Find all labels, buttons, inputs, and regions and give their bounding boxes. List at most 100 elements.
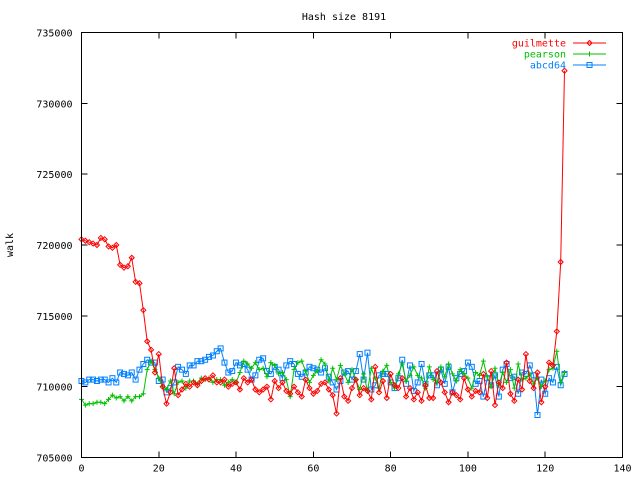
data-point-guilmette <box>279 379 286 386</box>
data-point-pearson <box>380 368 386 374</box>
data-point-guilmette <box>383 394 390 402</box>
data-point-guilmette <box>151 369 159 376</box>
y-tick-label: 725000 <box>36 170 72 181</box>
data-point-guilmette <box>534 369 541 376</box>
y-tick-label: 705000 <box>36 454 72 465</box>
data-point-abcd64 <box>318 369 325 376</box>
data-point-pearson <box>164 387 170 392</box>
data-point-pearson <box>361 371 367 377</box>
data-point-abcd64 <box>356 351 363 358</box>
data-point-pearson <box>106 396 112 402</box>
data-point-abcd64 <box>244 366 251 373</box>
data-point-abcd64 <box>364 349 371 356</box>
x-tick-label: 120 <box>536 464 554 475</box>
data-point-pearson <box>156 375 162 381</box>
data-point-guilmette <box>360 384 367 392</box>
data-point-pearson <box>562 370 568 375</box>
data-point-guilmette <box>155 350 162 358</box>
data-point-guilmette <box>178 386 186 393</box>
data-point-abcd64 <box>128 369 135 376</box>
data-point-guilmette <box>514 376 522 383</box>
data-point-abcd64 <box>260 355 267 362</box>
data-point-guilmette <box>507 390 514 397</box>
data-point-guilmette <box>437 379 445 386</box>
data-point-pearson <box>438 364 444 370</box>
data-point-pearson <box>98 399 104 405</box>
data-point-guilmette <box>105 243 112 250</box>
data-point-guilmette <box>356 391 363 399</box>
data-point-guilmette <box>236 386 244 393</box>
data-point-abcd64 <box>414 379 421 386</box>
data-point-guilmette <box>549 362 557 369</box>
data-point-abcd64 <box>542 390 549 397</box>
data-point-guilmette <box>186 383 193 390</box>
data-point-guilmette <box>86 238 93 246</box>
data-point-pearson <box>527 371 533 377</box>
data-point-guilmette <box>240 374 248 382</box>
y-tick-label: 735000 <box>36 29 72 40</box>
data-point-abcd64 <box>136 366 143 373</box>
data-point-guilmette <box>124 263 132 270</box>
data-point-abcd64 <box>198 358 205 365</box>
data-point-guilmette <box>267 396 275 403</box>
data-point-abcd64 <box>534 412 541 418</box>
axis-ticks: 705000 710000 715000 720000 725000 730000 7350… <box>36 29 631 475</box>
data-point-guilmette <box>271 377 278 385</box>
y-tick-label: 720000 <box>36 241 72 252</box>
data-point-abcd64 <box>267 370 274 377</box>
data-point-guilmette <box>391 382 398 389</box>
data-point-guilmette <box>283 387 290 395</box>
data-point-abcd64 <box>345 368 352 375</box>
data-point-guilmette <box>136 280 143 287</box>
data-point-abcd64 <box>256 356 263 363</box>
data-point-abcd64 <box>113 379 120 386</box>
data-point-guilmette <box>341 393 348 400</box>
data-point-abcd64 <box>132 376 139 383</box>
data-point-guilmette <box>321 379 329 386</box>
legend-label-abcd64: abcd64 <box>530 61 566 72</box>
data-point-guilmette <box>140 306 147 314</box>
data-point-guilmette <box>163 400 170 407</box>
data-point-abcd64 <box>329 379 336 386</box>
data-point-pearson <box>511 385 517 391</box>
data-point-pearson <box>291 367 297 373</box>
data-point-pearson <box>136 394 142 400</box>
data-point-pearson <box>303 368 309 374</box>
data-point-pearson <box>306 379 312 385</box>
data-point-pearson <box>337 362 343 368</box>
data-point-guilmette <box>472 387 479 395</box>
data-point-abcd64 <box>194 358 201 365</box>
data-point-guilmette <box>445 399 452 406</box>
data-point-abcd64 <box>140 361 147 367</box>
data-point-guilmette <box>302 376 309 383</box>
data-point-guilmette <box>526 377 533 385</box>
data-point-abcd64 <box>491 372 498 379</box>
data-point-pearson <box>480 358 486 364</box>
data-point-guilmette <box>259 386 267 393</box>
data-point-abcd64 <box>310 365 317 372</box>
data-point-pearson <box>318 357 324 363</box>
data-point-guilmette <box>244 379 251 386</box>
data-point-guilmette <box>159 383 166 390</box>
data-point-pearson <box>542 378 548 384</box>
x-tick-label: 60 <box>307 464 319 475</box>
data-point-pearson <box>117 394 123 400</box>
data-point-guilmette <box>306 384 313 392</box>
data-point-guilmette <box>182 380 190 388</box>
data-point-guilmette <box>217 379 224 386</box>
data-point-pearson <box>430 377 436 383</box>
data-point-abcd64 <box>105 379 112 386</box>
data-point-pearson <box>504 379 510 385</box>
plot-frame <box>81 32 623 458</box>
data-point-guilmette <box>418 397 425 405</box>
data-point-pearson <box>469 385 475 391</box>
data-point-abcd64 <box>221 359 228 366</box>
data-point-abcd64 <box>229 368 236 375</box>
data-point-pearson <box>449 371 455 377</box>
data-point-guilmette <box>352 376 360 383</box>
data-point-pearson <box>171 391 177 397</box>
data-point-abcd64 <box>159 376 166 383</box>
data-point-pearson <box>326 378 332 384</box>
data-point-pearson <box>349 367 355 373</box>
